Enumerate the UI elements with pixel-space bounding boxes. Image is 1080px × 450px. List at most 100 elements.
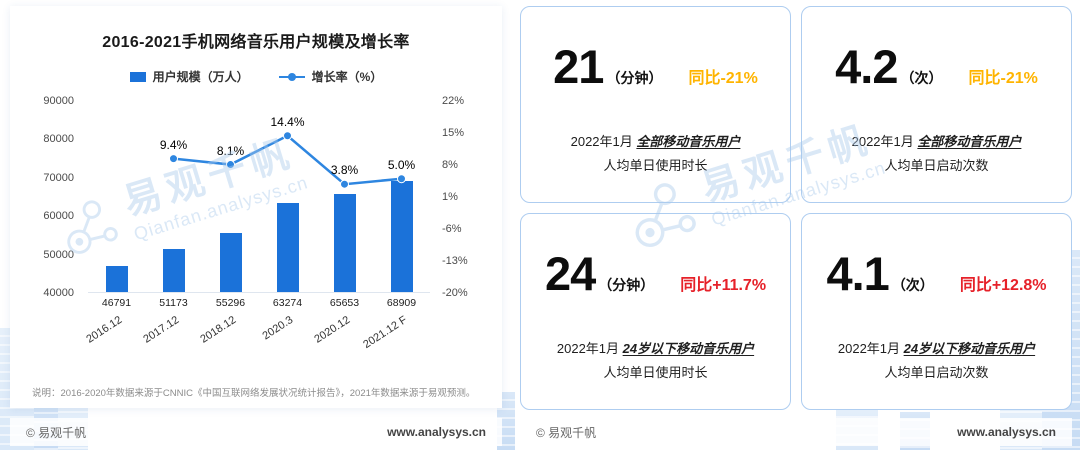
- combo-chart: 90000 80000 70000 60000 50000 40000 22% 15% 8% 1…: [30, 95, 482, 359]
- stat-desc-line1: 2022年1月 24岁以下移动音乐用户: [802, 337, 1071, 361]
- growth-point-label: 5.0%: [387, 157, 416, 172]
- left-axis-tick: 90000: [43, 95, 74, 107]
- right-axis-tick: -20%: [442, 287, 468, 299]
- right-axis-tick: 22%: [442, 95, 465, 107]
- stat-unit: （分钟）: [606, 70, 663, 86]
- stat-description: 2022年1月 全部移动音乐用户 人均单日使用时长: [521, 130, 790, 178]
- legend-item-growth-rate[interactable]: 增长率（%）: [278, 68, 383, 85]
- stat-value: 21: [553, 40, 604, 93]
- bar-value-label: 46791: [101, 297, 132, 309]
- stat-desc-line1: 2022年1月 全部移动音乐用户: [802, 130, 1071, 154]
- stat-value: 24: [544, 247, 596, 300]
- stat-card-under24-duration: 24 （分钟） 同比+11.7% 2022年1月 24岁以下移动音乐用户 人均单…: [520, 213, 791, 410]
- line-marker: [226, 160, 235, 170]
- stat-segment: 24岁以下移动音乐用户: [622, 341, 755, 356]
- right-axis-tick: -13%: [442, 255, 468, 267]
- stat-period: 2022年1月: [570, 134, 637, 149]
- bar-swatch-icon: [129, 71, 146, 82]
- right-axis-tick: 1%: [442, 191, 458, 203]
- chart-legend: 用户规模（万人） 增长率（%）: [30, 68, 482, 85]
- x-category-label: 2017.12: [140, 313, 181, 346]
- copyright-text: © 易观千帆: [536, 425, 597, 440]
- left-axis-tick: 40000: [43, 287, 74, 299]
- stat-segment: 全部移动音乐用户: [636, 134, 741, 149]
- right-axis-tick: -6%: [442, 223, 462, 235]
- stat-desc-line1: 2022年1月 全部移动音乐用户: [521, 130, 790, 154]
- left-axis-tick: 80000: [43, 133, 74, 146]
- stat-yoy-badge: 同比-21%: [688, 70, 758, 87]
- legend-line-label: 增长率（%）: [311, 70, 383, 84]
- bar-value-label: 63274: [272, 297, 303, 309]
- right-axis-tick: 8%: [442, 159, 458, 171]
- x-category-label: 2016.12: [83, 313, 124, 346]
- legend-bar-label: 用户规模（万人）: [152, 70, 249, 84]
- growth-line: [169, 131, 406, 189]
- bar-value-label: 51173: [159, 297, 188, 309]
- stat-desc-line1: 2022年1月 24岁以下移动音乐用户: [521, 337, 790, 361]
- stat-metric: 人均单日启动次数: [884, 158, 989, 174]
- growth-point-label: 8.1%: [216, 143, 245, 158]
- stat-yoy-badge: 同比+11.7%: [680, 277, 767, 294]
- bar-value-label: 55296: [215, 297, 246, 309]
- x-category-label: 2021.12 F: [360, 313, 409, 352]
- bar: [276, 202, 299, 292]
- stat-value-row: 21 （分钟） 同比-21%: [521, 43, 790, 90]
- stat-segment: 24岁以下移动音乐用户: [903, 341, 1036, 356]
- stat-unit: （次）: [891, 277, 934, 293]
- stat-period: 2022年1月: [556, 341, 623, 356]
- bar: [333, 193, 356, 292]
- stat-card-all-users-duration: 21 （分钟） 同比-21% 2022年1月 全部移动音乐用户 人均单日使用时长: [520, 6, 791, 203]
- bar: [105, 265, 128, 292]
- line-marker: [283, 131, 292, 141]
- left-axis-tick: 70000: [43, 171, 74, 184]
- chart-title: 2016-2021手机网络音乐用户规模及增长率: [102, 34, 410, 51]
- growth-point-label: 9.4%: [159, 137, 188, 152]
- stat-metric: 人均单日使用时长: [603, 158, 708, 174]
- plot-area: [88, 101, 430, 293]
- x-category-label: 2020.3: [260, 313, 295, 343]
- stat-unit: （分钟）: [598, 277, 655, 293]
- legend-item-user-scale[interactable]: 用户规模（万人）: [129, 68, 249, 85]
- bar: [390, 181, 413, 292]
- line-marker: [340, 179, 349, 189]
- left-y-axis: 90000 80000 70000 60000 50000 40000: [30, 95, 80, 299]
- stats-panel: 21 （分钟） 同比-21% 2022年1月 全部移动音乐用户 人均单日使用时长…: [520, 6, 1072, 410]
- right-axis-tick: 15%: [442, 127, 465, 139]
- left-axis-tick: 60000: [43, 210, 74, 223]
- bar-value-label: 68909: [386, 297, 417, 309]
- stat-yoy-badge: 同比-21%: [968, 70, 1038, 87]
- website-link[interactable]: www.analysys.cn: [957, 425, 1056, 439]
- stat-metric: 人均单日使用时长: [603, 365, 708, 381]
- stat-period: 2022年1月: [851, 134, 918, 149]
- left-footer: © 易观千帆 www.analysys.cn: [10, 418, 502, 446]
- growth-point-label: 14.4%: [270, 114, 305, 129]
- stat-yoy-badge: 同比+12.8%: [959, 277, 1047, 294]
- growth-point-label: 3.8%: [330, 163, 359, 178]
- stat-unit: （次）: [900, 70, 943, 86]
- line-swatch-icon: [278, 72, 305, 81]
- stat-card-under24-launches: 4.1 （次） 同比+12.8% 2022年1月 24岁以下移动音乐用户 人均单…: [801, 213, 1072, 410]
- stat-period: 2022年1月: [837, 341, 904, 356]
- bar-value-label: 65653: [329, 297, 360, 309]
- stat-value: 4.1: [826, 247, 889, 300]
- right-footer: © 易观千帆 www.analysys.cn: [520, 418, 1072, 446]
- x-category-label: 2018.12: [197, 313, 238, 346]
- copyright-text: © 易观千帆: [26, 425, 87, 440]
- bar: [219, 233, 242, 292]
- x-category-label: 2020.12: [311, 313, 352, 346]
- source-note: 说明：2016-2020年数据来源于CNNIC《中国互联网络发展状况统计报告》，…: [32, 387, 476, 399]
- stat-description: 2022年1月 24岁以下移动音乐用户 人均单日启动次数: [802, 337, 1071, 385]
- stat-metric: 人均单日启动次数: [884, 365, 989, 381]
- stat-value-row: 24 （分钟） 同比+11.7%: [521, 250, 790, 297]
- bar: [162, 249, 185, 292]
- line-marker: [169, 154, 178, 164]
- stat-segment: 全部移动音乐用户: [917, 134, 1022, 149]
- left-axis-tick: 50000: [43, 248, 74, 261]
- stat-card-all-users-launches: 4.2 （次） 同比-21% 2022年1月 全部移动音乐用户 人均单日启动次数: [801, 6, 1072, 203]
- stat-value-row: 4.2 （次） 同比-21%: [802, 43, 1071, 90]
- stat-value-row: 4.1 （次） 同比+12.8%: [802, 250, 1071, 297]
- website-link[interactable]: www.analysys.cn: [387, 425, 486, 439]
- chart-panel: 2016-2021手机网络音乐用户规模及增长率 用户规模（万人） 增长率（%） …: [10, 6, 502, 408]
- stat-value: 4.2: [835, 40, 898, 93]
